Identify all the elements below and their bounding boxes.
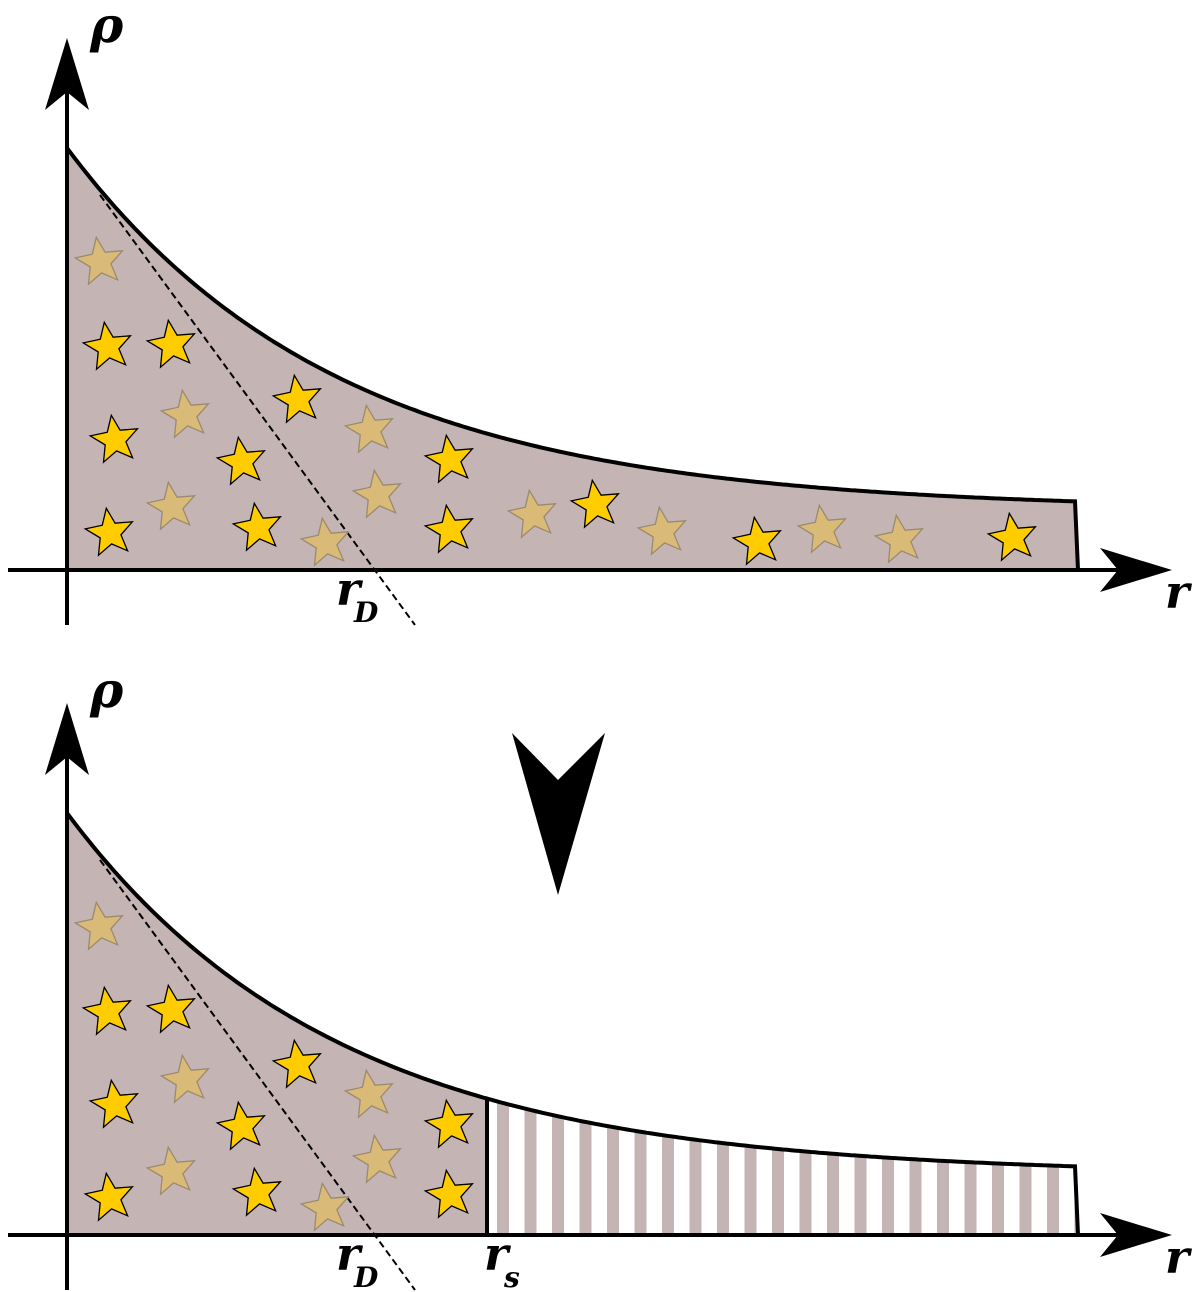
star-bright xyxy=(423,433,474,484)
stripe xyxy=(964,1098,977,1235)
x-axis-label: r xyxy=(1165,1230,1193,1284)
star-faded xyxy=(299,516,350,567)
density-outline xyxy=(485,1095,1081,1237)
star-faded xyxy=(636,505,687,556)
star-faded xyxy=(159,1053,210,1104)
star-faded xyxy=(145,1145,196,1196)
star-faded xyxy=(873,513,924,564)
stripe xyxy=(854,1098,867,1235)
star-faded xyxy=(73,235,124,286)
stripe xyxy=(717,1098,729,1235)
stripe xyxy=(772,1098,784,1235)
x-axis-arrow xyxy=(1100,548,1172,592)
star-bright xyxy=(81,985,132,1036)
stripe xyxy=(524,1098,537,1235)
star-bright xyxy=(231,1166,282,1217)
stripe xyxy=(882,1098,894,1235)
stripe xyxy=(992,1098,1004,1235)
tangent-line xyxy=(99,859,416,1291)
star-bright xyxy=(83,1171,134,1222)
y-axis-arrow xyxy=(45,703,89,775)
star-bright xyxy=(88,413,139,464)
density-outline xyxy=(65,142,1081,572)
stripe xyxy=(607,1098,619,1235)
transition-arrow xyxy=(512,733,605,895)
star-bright xyxy=(215,1100,266,1151)
stripe xyxy=(1047,1098,1059,1235)
star-faded xyxy=(351,1133,402,1184)
marker-symbol: r xyxy=(336,562,364,616)
marker-subscript: D xyxy=(353,1261,379,1292)
star-bright xyxy=(423,1098,474,1149)
stripe xyxy=(799,1098,812,1235)
star-faded xyxy=(343,403,394,454)
panel-bottom xyxy=(8,703,1172,1291)
stripe xyxy=(689,1098,702,1235)
marker-symbol: r xyxy=(336,1227,364,1281)
star-bright xyxy=(145,318,196,369)
star-bright xyxy=(986,511,1037,562)
stripe xyxy=(634,1098,647,1235)
density-fill xyxy=(67,148,1078,570)
marker-subscript: s xyxy=(503,1261,520,1292)
stripe xyxy=(1019,1098,1032,1235)
stripe xyxy=(579,1098,592,1235)
star-bright xyxy=(731,515,782,566)
star-bright xyxy=(145,983,196,1034)
star-faded xyxy=(73,900,124,951)
star-bright xyxy=(271,1038,322,1089)
tangent-line xyxy=(99,194,416,626)
star-bright xyxy=(215,435,266,486)
marker-subscript: D xyxy=(353,596,379,629)
y-axis-arrow xyxy=(45,38,89,110)
star-faded xyxy=(145,480,196,531)
marker-symbol: r xyxy=(484,1227,512,1281)
star-bright xyxy=(81,320,132,371)
star-bright xyxy=(569,478,620,529)
star-faded xyxy=(796,503,847,554)
star-bright xyxy=(231,501,282,552)
stripe xyxy=(552,1098,564,1235)
star-bright xyxy=(83,506,134,557)
stripe xyxy=(937,1098,949,1235)
star-faded xyxy=(299,1181,350,1232)
panel-top xyxy=(8,38,1172,626)
x-axis-label: r xyxy=(1165,565,1193,619)
star-faded xyxy=(343,1068,394,1119)
star-bright xyxy=(423,1168,474,1219)
star-faded xyxy=(506,488,557,539)
star-bright xyxy=(423,503,474,554)
star-bright xyxy=(271,373,322,424)
stripes xyxy=(497,1098,1078,1235)
star-bright xyxy=(88,1078,139,1129)
y-axis-label: ρ xyxy=(89,0,124,54)
density-fill xyxy=(67,813,487,1235)
stripe xyxy=(497,1098,509,1235)
density-outline xyxy=(65,807,489,1237)
stripe xyxy=(744,1098,757,1235)
stripe xyxy=(909,1098,922,1235)
x-axis-arrow xyxy=(1100,1213,1172,1257)
star-faded xyxy=(351,468,402,519)
star-faded xyxy=(159,388,210,439)
y-axis-label: ρ xyxy=(89,660,124,719)
stripe xyxy=(827,1098,839,1235)
